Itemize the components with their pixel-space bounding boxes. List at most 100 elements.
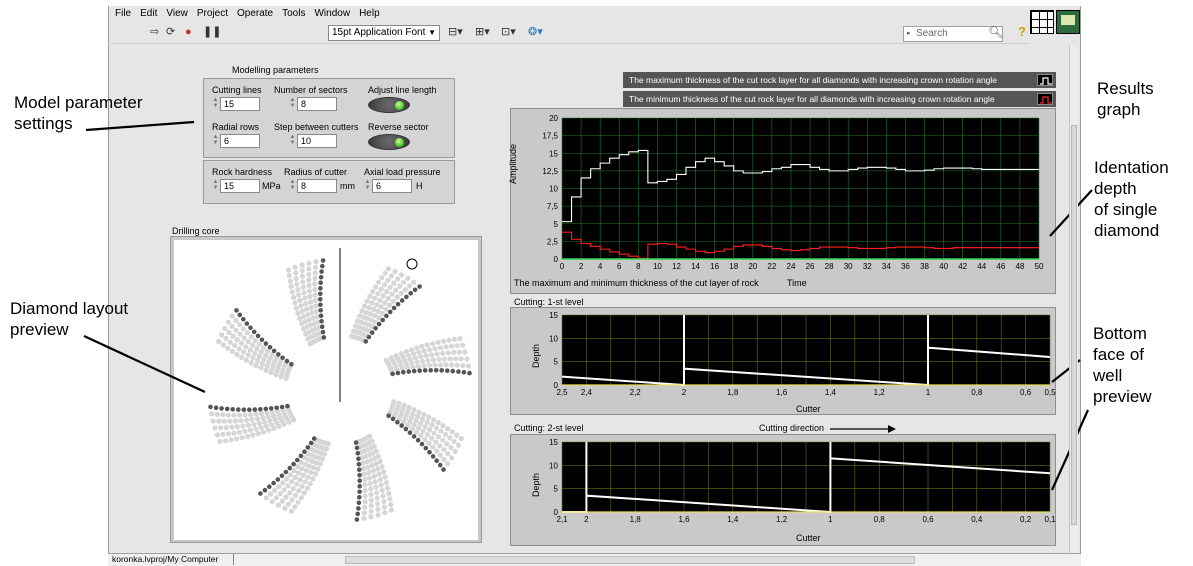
run-arrow-icon[interactable]: ⇨ (150, 26, 160, 38)
pause-icon[interactable]: ❚❚ (203, 26, 222, 38)
y-tick-label: 0 (554, 508, 559, 517)
diamond (309, 458, 315, 464)
distribute-icon[interactable]: ⊞▾ (475, 26, 490, 38)
number-of-sectors-spinner[interactable]: ▲ ▼ (289, 97, 296, 109)
active-diamond (320, 263, 325, 269)
diamond (234, 424, 240, 430)
rock-hardness-input[interactable]: 15 (220, 179, 260, 193)
diamond (292, 264, 298, 270)
menu-window[interactable]: Window (314, 8, 351, 19)
step-between-cutters-spinner[interactable]: ▲ ▼ (289, 134, 296, 146)
diamond (294, 281, 300, 287)
diamond (292, 474, 298, 480)
vertical-scrollbar[interactable] (1069, 45, 1078, 553)
diamond (221, 418, 227, 424)
active-diamond (467, 370, 472, 376)
diamond (237, 331, 243, 337)
radius-of-cutter-spinner[interactable]: ▲ ▼ (289, 179, 296, 191)
active-diamond (258, 491, 263, 496)
active-diamond (390, 416, 396, 422)
cutting-lines-input[interactable]: 15 (220, 97, 260, 111)
resize-icon[interactable]: ⊡▾ (501, 26, 516, 38)
diamond (292, 504, 298, 510)
cutting-lines-spinner[interactable]: ▲ ▼ (212, 97, 219, 109)
diamond (227, 339, 233, 345)
legend-max-swatch (1037, 74, 1053, 86)
diamond (262, 419, 268, 425)
diamond (296, 488, 302, 494)
x-tick-label: 1 (926, 388, 931, 397)
x-tick-label: 18 (729, 262, 738, 271)
diamond (430, 357, 437, 363)
reverse-sector-toggle[interactable] (368, 134, 410, 150)
help-icon[interactable]: ? (1018, 24, 1026, 39)
horizontal-scrollbar[interactable] (345, 556, 915, 564)
reorder-icon[interactable]: ❂▾ (528, 26, 543, 38)
menu-view[interactable]: View (166, 8, 188, 19)
radial-rows-input[interactable]: 6 (220, 134, 260, 148)
diamond (265, 414, 271, 420)
depth-profile-line (561, 315, 1051, 387)
run-continuously-icon[interactable]: ⟳ (166, 26, 176, 38)
diamond (293, 275, 299, 282)
diamond (409, 360, 415, 366)
menu-operate[interactable]: Operate (236, 8, 274, 19)
diamond (420, 428, 426, 434)
diamond (433, 425, 439, 431)
adjust-line-length-toggle[interactable] (368, 97, 410, 113)
diamond (222, 325, 228, 332)
active-diamond (395, 301, 401, 307)
diamond (290, 485, 296, 492)
step-between-cutters-input[interactable]: 10 (297, 134, 337, 148)
diamond (248, 334, 254, 340)
active-diamond (419, 441, 425, 447)
axial-load-pressure-input[interactable]: 6 (372, 179, 412, 193)
rock-hardness-spinner[interactable]: ▲ ▼ (212, 179, 219, 191)
menu-help[interactable]: Help (359, 8, 380, 19)
diamond (288, 283, 294, 290)
diamond (441, 456, 447, 463)
active-diamond (271, 348, 277, 354)
radial-rows-spinner[interactable]: ▲ ▼ (212, 134, 219, 146)
diamond (289, 479, 295, 485)
cutting2-xlabel: Cutter (796, 533, 821, 543)
vertical-scroll-thumb[interactable] (1071, 125, 1077, 525)
annotation-results-graph: Results graph (1097, 79, 1154, 119)
menu-tools[interactable]: Tools (282, 8, 306, 19)
axial-load-pressure-spinner[interactable]: ▲ ▼ (364, 179, 371, 191)
active-diamond (279, 404, 285, 410)
diamond (416, 425, 422, 431)
align-icon[interactable]: ⊟▾ (448, 26, 463, 38)
font-select[interactable]: 15pt Application Font ▼ (328, 25, 440, 41)
diamond (422, 436, 428, 443)
menu-project[interactable]: Project (196, 8, 228, 19)
abort-icon[interactable]: ● (185, 26, 192, 38)
number-of-sectors-input[interactable]: 8 (297, 97, 337, 111)
vi-icon[interactable] (1056, 10, 1080, 34)
search-input[interactable]: ▸ Search (903, 26, 1003, 42)
active-diamond (386, 413, 391, 419)
radius-of-cutter-input[interactable]: 8 (297, 179, 337, 193)
diamond (377, 458, 383, 464)
connector-pane-icon[interactable] (1030, 10, 1054, 34)
diamond (405, 365, 411, 371)
diamond (256, 420, 262, 426)
x-tick-label: 34 (882, 262, 891, 271)
diamond (397, 283, 403, 289)
diamond (269, 409, 275, 415)
search-dropdown-icon: ▸ (907, 30, 911, 37)
diamond (375, 501, 381, 507)
diamond (252, 337, 258, 344)
diamond (384, 288, 390, 295)
diamond (280, 480, 286, 486)
search-icon[interactable]: 🔍︎ (988, 25, 1004, 39)
diamond (422, 424, 428, 430)
menu-edit[interactable]: Edit (140, 8, 158, 19)
diamond (415, 413, 421, 419)
diamond (361, 314, 367, 320)
diamond (451, 336, 458, 342)
diamond (305, 312, 311, 318)
menu-file[interactable]: File (115, 8, 132, 19)
x-tick-label: 0,8 (874, 515, 886, 524)
diamond (275, 502, 282, 508)
